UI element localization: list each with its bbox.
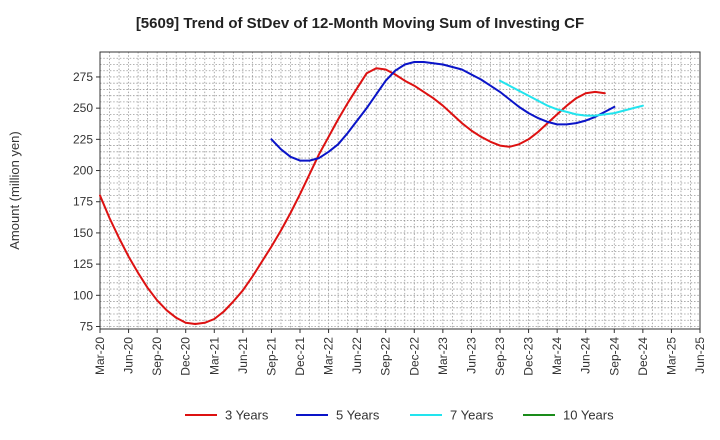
y-tick-label: 100 (73, 288, 93, 302)
legend-label: 5 Years (336, 408, 380, 423)
plot-area (100, 52, 700, 329)
y-tick-label: 250 (73, 101, 93, 115)
x-tick-label: Mar-25 (664, 337, 678, 375)
x-tick-label: Dec-23 (522, 337, 536, 376)
y-tick-label: 175 (73, 195, 93, 209)
x-tick-label: Jun-24 (579, 337, 593, 374)
series-line-7-years (499, 79, 644, 117)
x-tick-label: Jun-23 (464, 337, 478, 374)
x-tick-label: Mar-20 (93, 337, 107, 375)
y-tick-label: 275 (73, 70, 93, 84)
series-line-5-years (270, 61, 616, 162)
x-tick-label: Sep-24 (607, 337, 621, 376)
x-tick-label: Mar-24 (550, 337, 564, 375)
x-tick-label: Jun-25 (693, 337, 707, 374)
x-tick-label: Sep-21 (264, 337, 278, 376)
plot-frame (99, 51, 701, 330)
legend-label: 10 Years (563, 408, 614, 423)
legend-label: 7 Years (450, 408, 494, 423)
x-tick-label: Dec-22 (407, 337, 421, 376)
y-axis-label: Amount (million yen) (7, 131, 22, 250)
y-tick-label: 125 (73, 257, 93, 271)
y-tick-label: 225 (73, 132, 93, 146)
x-tick-label: Sep-22 (379, 337, 393, 376)
x-tick-label: Mar-21 (207, 337, 221, 375)
legend-label: 3 Years (225, 408, 269, 423)
x-tick-label: Dec-24 (636, 337, 650, 376)
x-tick-label: Jun-21 (236, 337, 250, 374)
series-line-3-years (99, 67, 606, 325)
x-tick-label: Jun-20 (122, 337, 136, 374)
x-tick-label: Sep-23 (493, 337, 507, 376)
x-tick-label: Mar-22 (322, 337, 336, 375)
x-tick-label: Dec-21 (293, 337, 307, 376)
y-tick-label: 200 (73, 164, 93, 178)
chart-title: [5609] Trend of StDev of 12-Month Moving… (135, 15, 585, 32)
x-tick-label: Mar-23 (436, 337, 450, 375)
y-tick-label: 75 (80, 320, 94, 334)
x-tick-label: Sep-20 (150, 337, 164, 376)
x-tick-label: Jun-22 (350, 337, 364, 374)
y-tick-label: 150 (73, 226, 93, 240)
x-tick-label: Dec-20 (179, 337, 193, 376)
